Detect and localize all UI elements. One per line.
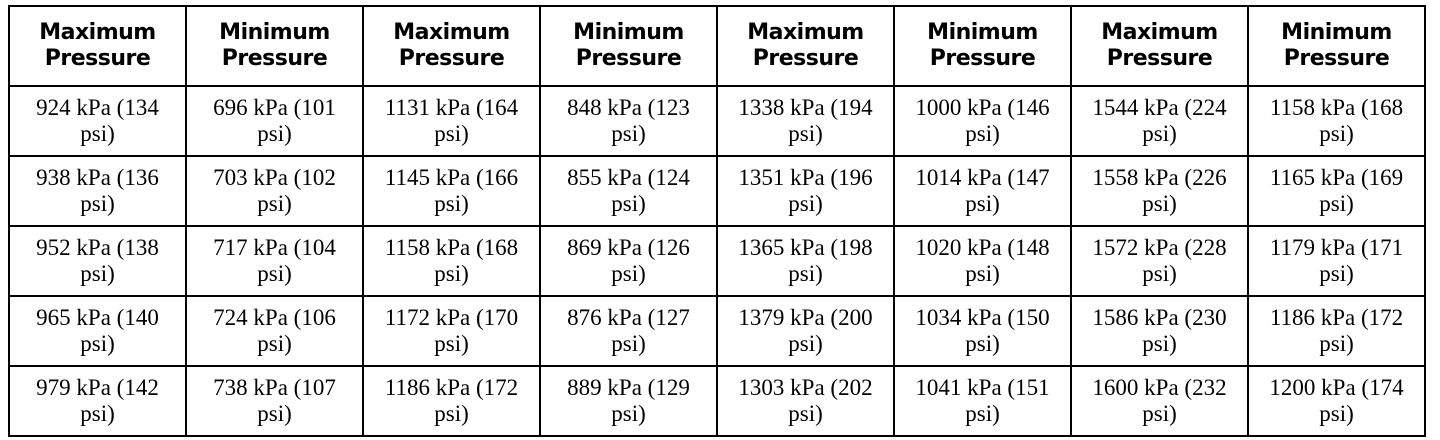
table-cell: 1379 kPa (200 psi) — [716, 295, 895, 367]
table-row: 965 kPa (140 psi) 724 kPa (106 psi) 1172 k… — [8, 295, 1426, 367]
table-cell: 1544 kPa (224 psi) — [1070, 85, 1249, 157]
table-cell: 924 kPa (134 psi) — [8, 85, 187, 157]
table-cell: 1200 kPa (174 psi) — [1247, 365, 1426, 437]
table-cell: 855 kPa (124 psi) — [539, 155, 718, 227]
table-cell: 938 kPa (136 psi) — [8, 155, 187, 227]
table-cell: 876 kPa (127 psi) — [539, 295, 718, 367]
table-row: 938 kPa (136 psi) 703 kPa (102 psi) 1145 k… — [8, 155, 1426, 227]
table-cell: 717 kPa (104 psi) — [185, 225, 364, 297]
table-cell: 1186 kPa (172 psi) — [362, 365, 541, 437]
table-cell: 1041 kPa (151 psi) — [893, 365, 1072, 437]
table-cell: 979 kPa (142 psi) — [8, 365, 187, 437]
table-cell: 1158 kPa (168 psi) — [1247, 85, 1426, 157]
table-cell: 1186 kPa (172 psi) — [1247, 295, 1426, 367]
table-cell: 696 kPa (101 psi) — [185, 85, 364, 157]
table-cell: 1558 kPa (226 psi) — [1070, 155, 1249, 227]
header-cell: Maximum Pressure — [8, 5, 187, 87]
table-cell: 1145 kPa (166 psi) — [362, 155, 541, 227]
table-cell: 703 kPa (102 psi) — [185, 155, 364, 227]
table-cell: 869 kPa (126 psi) — [539, 225, 718, 297]
table-row: 924 kPa (134 psi) 696 kPa (101 psi) 1131 k… — [8, 85, 1426, 157]
table-cell: 1338 kPa (194 psi) — [716, 85, 895, 157]
table-cell: 848 kPa (123 psi) — [539, 85, 718, 157]
table-cell: 1586 kPa (230 psi) — [1070, 295, 1249, 367]
table-cell: 1020 kPa (148 psi) — [893, 225, 1072, 297]
table-cell: 889 kPa (129 psi) — [539, 365, 718, 437]
table-cell: 1600 kPa (232 psi) — [1070, 365, 1249, 437]
header-cell: Minimum Pressure — [1247, 5, 1426, 87]
table-cell: 1572 kPa (228 psi) — [1070, 225, 1249, 297]
table-cell: 1303 kPa (202 psi) — [716, 365, 895, 437]
header-cell: Maximum Pressure — [1070, 5, 1249, 87]
pressure-table: Maximum Pressure Minimum Pressure Maximum … — [8, 5, 1426, 437]
header-cell: Maximum Pressure — [716, 5, 895, 87]
table-cell: 1014 kPa (147 psi) — [893, 155, 1072, 227]
header-cell: Minimum Pressure — [539, 5, 718, 87]
table-cell: 1172 kPa (170 psi) — [362, 295, 541, 367]
header-cell: Maximum Pressure — [362, 5, 541, 87]
table-cell: 952 kPa (138 psi) — [8, 225, 187, 297]
table-cell: 1179 kPa (171 psi) — [1247, 225, 1426, 297]
table-cell: 965 kPa (140 psi) — [8, 295, 187, 367]
table-cell: 1131 kPa (164 psi) — [362, 85, 541, 157]
page: Maximum Pressure Minimum Pressure Maximum … — [8, 5, 1426, 437]
table-cell: 1034 kPa (150 psi) — [893, 295, 1072, 367]
header-cell: Minimum Pressure — [893, 5, 1072, 87]
table-cell: 724 kPa (106 psi) — [185, 295, 364, 367]
table-cell: 738 kPa (107 psi) — [185, 365, 364, 437]
table-cell: 1365 kPa (198 psi) — [716, 225, 895, 297]
table-row: 952 kPa (138 psi) 717 kPa (104 psi) 1158 k… — [8, 225, 1426, 297]
table-cell: 1165 kPa (169 psi) — [1247, 155, 1426, 227]
table-cell: 1351 kPa (196 psi) — [716, 155, 895, 227]
table-cell: 1000 kPa (146 psi) — [893, 85, 1072, 157]
table-row: 979 kPa (142 psi) 738 kPa (107 psi) 1186 k… — [8, 365, 1426, 437]
table-cell: 1158 kPa (168 psi) — [362, 225, 541, 297]
header-cell: Minimum Pressure — [185, 5, 364, 87]
header-row: Maximum Pressure Minimum Pressure Maximum … — [8, 5, 1426, 87]
